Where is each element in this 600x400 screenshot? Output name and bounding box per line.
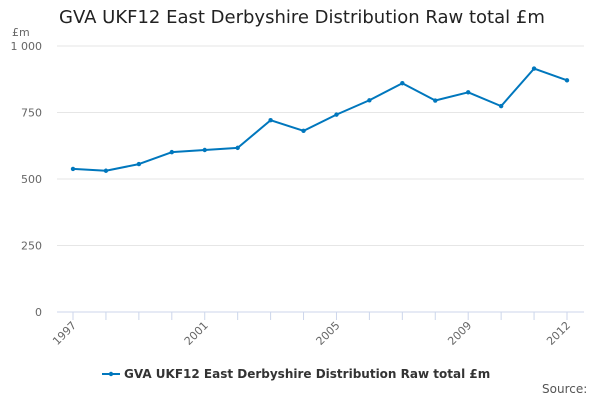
y-tick-label: 750 — [21, 107, 42, 120]
legend-label[interactable]: GVA UKF12 East Derbyshire Distribution R… — [124, 367, 490, 381]
data-point — [400, 81, 405, 86]
y-tick-label: 1 000 — [11, 40, 43, 53]
chart-title: GVA UKF12 East Derbyshire Distribution R… — [59, 7, 545, 28]
data-point — [367, 98, 372, 103]
data-point — [334, 112, 339, 117]
x-tick-label: 2012 — [544, 319, 573, 348]
x-tick-label: 1997 — [50, 319, 79, 348]
legend-marker — [108, 371, 114, 377]
x-tick-label: 2009 — [445, 319, 474, 348]
data-point — [466, 90, 471, 95]
data-point — [169, 149, 174, 155]
data-point — [301, 128, 306, 134]
data-point — [103, 168, 109, 173]
source-label: Source: — [542, 382, 588, 396]
data-point — [564, 78, 570, 83]
data-point — [531, 66, 537, 71]
data-point — [202, 147, 207, 153]
data-point — [70, 166, 76, 172]
data-point — [268, 118, 273, 123]
data-point — [136, 161, 142, 167]
x-tick-label: 2005 — [314, 319, 343, 348]
y-axis-label: £m — [12, 26, 30, 39]
y-tick-label: 250 — [21, 240, 42, 253]
series-line — [72, 67, 568, 172]
data-point — [235, 145, 240, 151]
y-tick-label: 0 — [35, 306, 42, 319]
data-point — [433, 98, 438, 103]
data-point — [498, 103, 504, 109]
x-tick-label: 2001 — [182, 319, 211, 348]
y-tick-label: 500 — [21, 173, 42, 186]
